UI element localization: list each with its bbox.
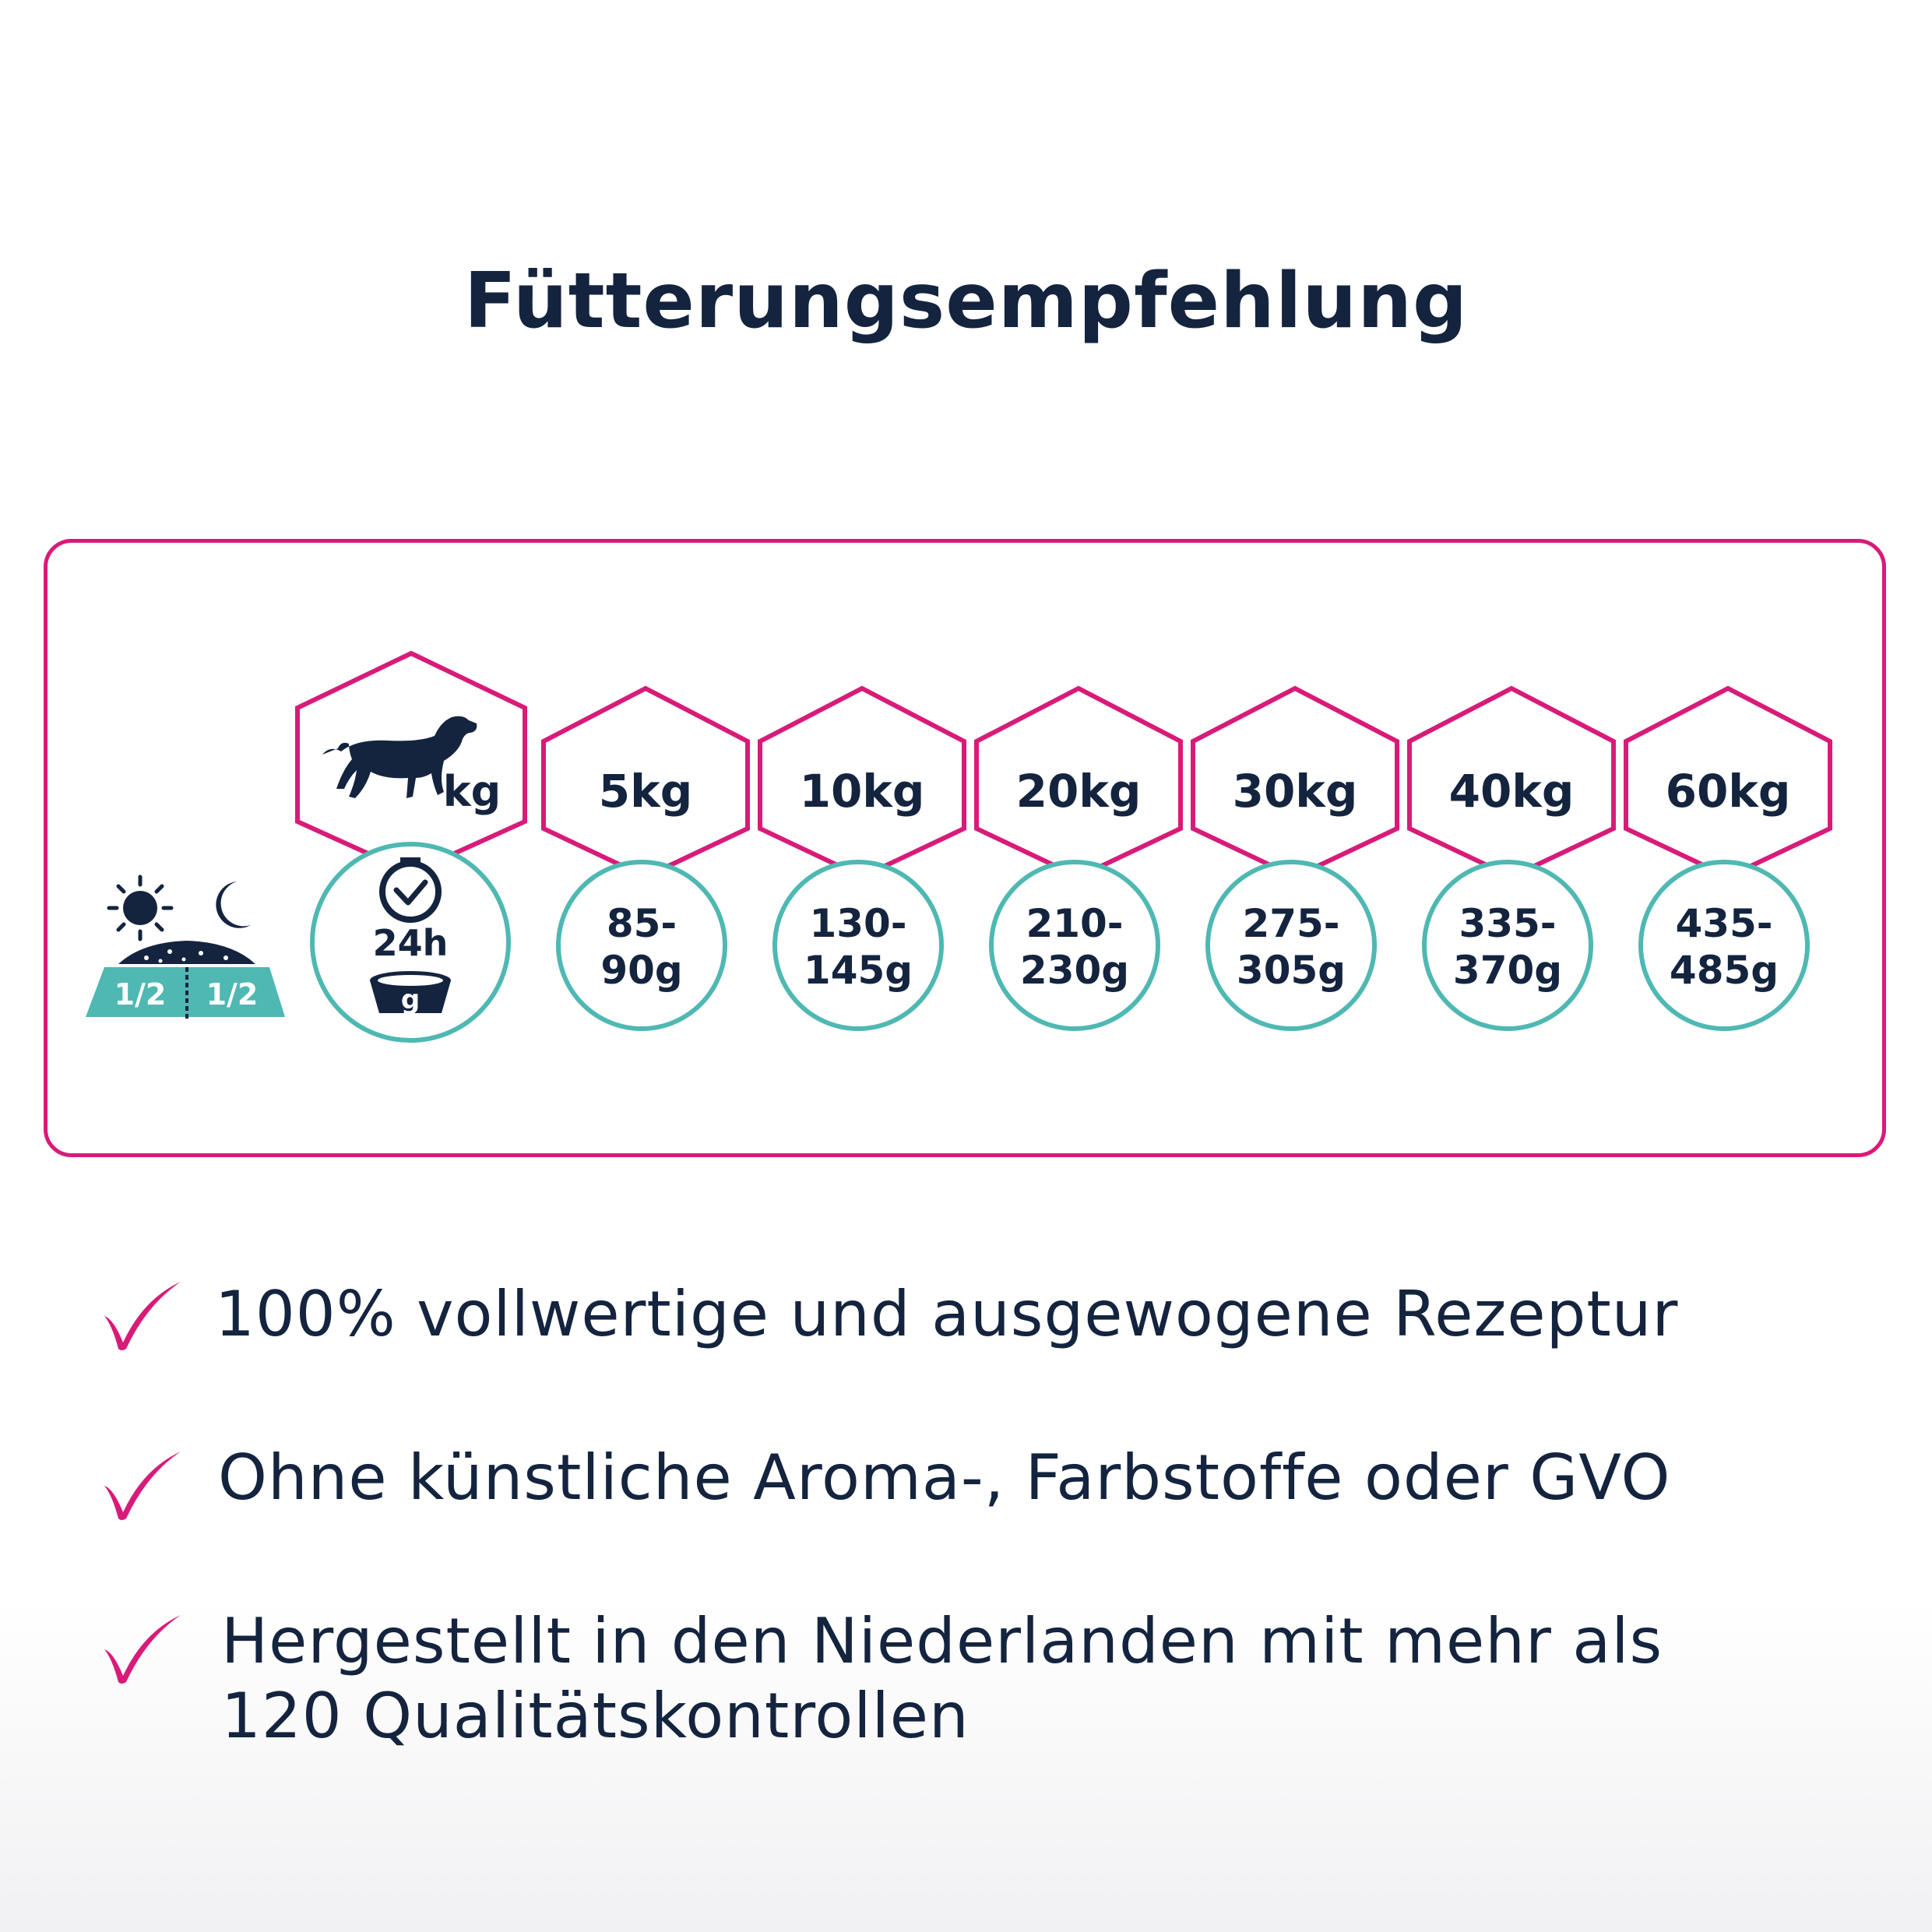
amount-value: 275- 305g [1210,900,1372,994]
weight-label: 40kg [1448,765,1575,818]
amount-circle: 130- 145g [772,860,944,1031]
amount-line-2: 485g [1669,948,1779,993]
feeding-column: 30kg 275- 305g [1190,685,1400,1043]
amount-line-2: 145g [803,948,913,993]
amount-line-1: 130- [809,901,907,946]
amount-value: 85- 90g [561,900,723,994]
weight-label: 20kg [1015,765,1142,818]
weight-header-hexagon: kg [295,650,527,876]
split-label-left: 1/2 [114,977,167,1012]
checkmark-icon [104,1452,181,1520]
feeding-column: 20kg 210- 230g [973,685,1184,1043]
amount-value: 435- 485g [1643,900,1805,994]
weight-unit-label: kg [443,767,501,816]
dog-icon [322,716,477,798]
checkmark-icon [104,1282,181,1350]
feeding-column: 10kg 130- 145g [757,685,967,1043]
feeding-column: 60kg 435- 485g [1623,685,1833,1043]
amount-circle: 435- 485g [1638,860,1810,1031]
amount-value: 335- 370g [1427,900,1589,994]
feeding-column: 5kg 85- 90g [540,685,751,1043]
bullet-text: Hergestellt in den Niederlanden mit mehr… [221,1605,1663,1752]
amount-circle: 210- 230g [989,860,1160,1031]
moon-icon [216,882,251,928]
day-night-bowl-icon: 1/2 1/2 [86,875,285,1019]
checkmark-icon [104,1615,181,1684]
amount-line-1: 435- [1675,901,1773,946]
amount-circle: 85- 90g [556,860,727,1031]
amount-line-2: 230g [1019,948,1130,993]
bullet-text: 100% vollwertige und ausgewogene Rezeptu… [215,1278,1679,1350]
split-label-right: 1/2 [206,977,259,1012]
amount-header-circle: 24h g [310,842,511,1043]
weight-label: 60kg [1665,765,1791,818]
amount-line-2: 90g [600,948,683,993]
amount-line-1: 275- [1242,901,1340,946]
sun-icon [107,875,174,941]
amount-circle: 275- 305g [1205,860,1377,1031]
amount-line-1: 210- [1026,901,1124,946]
amount-circle: 335- 370g [1422,860,1593,1031]
amount-value: 130- 145g [777,900,939,994]
period-label: 24h [373,922,449,964]
amount-value: 210- 230g [994,900,1156,994]
clock-icon [379,857,442,923]
weight-label: 5kg [598,765,693,818]
amount-line-1: 335- [1459,901,1557,946]
weight-label: 30kg [1232,765,1358,818]
header-column: kg 24h g [294,650,527,1043]
bullet-text: Ohne künstliche Aroma-, Farbstoffe oder … [218,1441,1671,1514]
amount-line-2: 370g [1452,948,1563,993]
gram-unit-label: g [401,984,420,1015]
food-bowl-icon [370,971,451,1013]
page-title: Fütterungsempfehlung [463,257,1469,346]
feeding-column: 40kg 335- 370g [1406,685,1617,1043]
amount-line-1: 85- [606,901,677,946]
amount-line-2: 305g [1236,948,1346,993]
weight-label: 10kg [799,765,925,818]
